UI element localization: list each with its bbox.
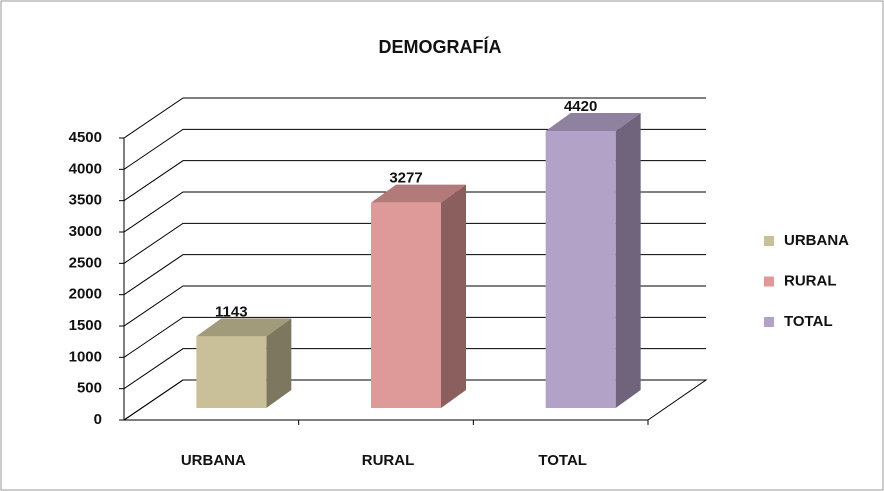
legend-swatch [764, 236, 774, 246]
bar-top [545, 113, 641, 132]
x-tick-label: TOTAL [538, 452, 587, 469]
bar [545, 131, 616, 408]
grid-line [123, 348, 706, 390]
x-tick-label: RURAL [362, 452, 415, 469]
data-label: 4420 [564, 98, 597, 115]
data-label: 3277 [389, 170, 422, 187]
bar-top [371, 184, 466, 203]
legend-label: RURAL [784, 272, 837, 289]
grid-line [123, 222, 706, 264]
grid-line [123, 254, 706, 296]
bar-top [196, 318, 292, 337]
grid-line [123, 285, 706, 327]
y-tick-label: 4000 [69, 160, 102, 177]
y-tick-label: 500 [77, 380, 102, 397]
grid-line [123, 128, 706, 170]
y-tick-label: 3000 [69, 223, 102, 240]
grid-line [123, 160, 706, 202]
bar [196, 336, 267, 408]
grid-line [123, 97, 706, 139]
grid-line [123, 191, 706, 233]
y-tick-label: 4500 [69, 129, 102, 146]
bar-side [615, 113, 641, 408]
y-tick-label: 2500 [69, 254, 102, 271]
data-label: 1143 [215, 303, 248, 320]
bar [371, 202, 441, 408]
x-tick-label: URBANA [181, 452, 246, 469]
y-tick-label: 0 [94, 411, 102, 428]
y-tick-label: 2000 [69, 286, 102, 303]
y-tick-label: 1500 [69, 317, 102, 334]
grid-line [123, 316, 706, 358]
y-tick-label: 1000 [69, 348, 102, 365]
chart-title: DEMOGRAFÍA [379, 36, 502, 57]
legend-swatch [764, 317, 774, 327]
y-tick-label: 3500 [69, 192, 102, 209]
grid-line [123, 379, 706, 421]
bar-side [441, 184, 466, 408]
legend-label: URBANA [784, 232, 849, 249]
bar-side [266, 318, 292, 408]
legend-swatch [764, 276, 774, 287]
legend-label: TOTAL [784, 313, 833, 330]
